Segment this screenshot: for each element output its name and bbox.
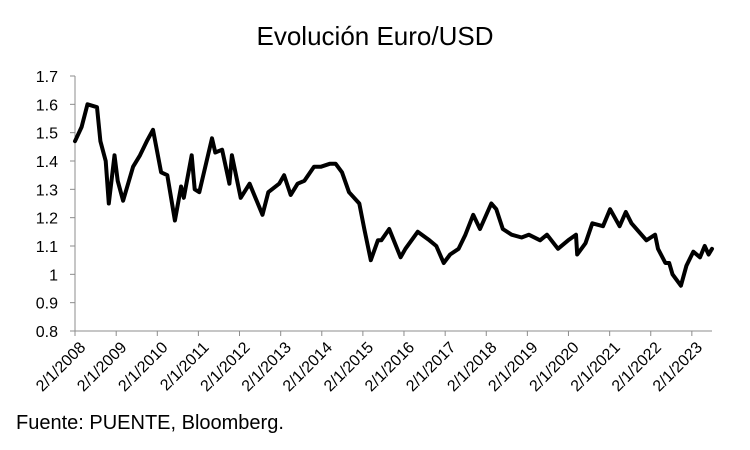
y-axis: 0.8 0.9 1 1.1 1.2 1.3 1.4 1.5 1.6 1.7 [36, 69, 76, 341]
y-tick-label: 1.5 [36, 126, 58, 143]
x-axis: 2/1/20082/1/20092/1/20102/1/20112/1/2012… [33, 330, 712, 395]
y-tick-label: 1 [49, 267, 58, 284]
chart-title: Evolución Euro/USD [257, 21, 494, 51]
y-tick-label: 1.6 [36, 97, 58, 114]
source-note: Fuente: PUENTE, Bloomberg. [16, 412, 284, 434]
y-tick-label: 1.1 [36, 239, 58, 256]
series-layer [73, 102, 714, 288]
y-tick-label: 0.8 [36, 324, 58, 341]
y-tick-label: 1.4 [36, 154, 58, 171]
y-tick-label: 0.9 [36, 296, 58, 313]
series-line-eurusd [73, 102, 714, 288]
y-tick-label: 1.3 [36, 182, 58, 199]
y-tick-label: 1.7 [36, 69, 58, 86]
y-tick-label: 1.2 [36, 211, 58, 228]
